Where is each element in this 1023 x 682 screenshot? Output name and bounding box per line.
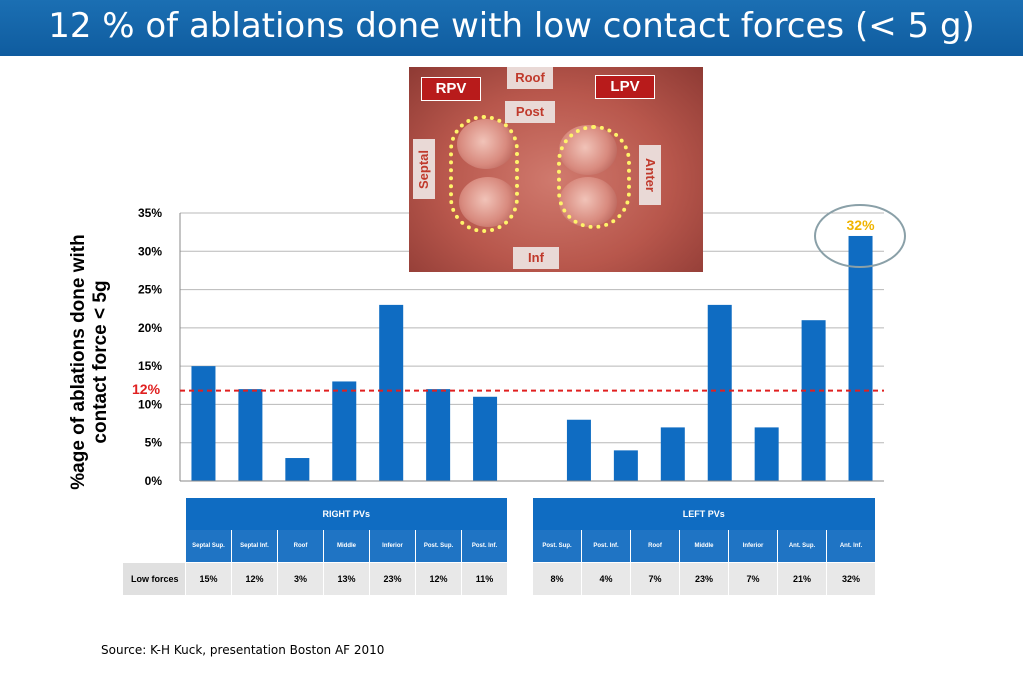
column-header: Ant. Inf. [826,530,875,563]
y-tick-label: 15% [138,359,162,373]
bar [379,304,404,481]
corner-cell [122,498,186,530]
highlight-circle [814,204,906,268]
y-tick-label: 0% [145,474,163,488]
y-tick-label: 30% [138,244,162,258]
bar [801,320,826,481]
left-atrium-image: RPV LPV Roof Post Inf Septal Anter [409,67,703,272]
source-citation: Source: K-H Kuck, presentation Boston AF… [101,643,385,657]
value-cell: 12% [415,562,462,595]
bar [285,458,310,481]
right-pvs-table: RIGHT PVs Septal Sup. Septal Inf. Roof Midd… [122,498,507,595]
bar [707,304,732,481]
column-header: Roof [630,530,680,563]
bar-series [191,235,873,481]
column-header: Post. Sup. [415,530,462,563]
page-title: 12 % of ablations done with low contact … [48,6,975,46]
y-tick-label: 5% [145,436,163,450]
highlight-value-label: 32% [847,217,876,233]
bar [473,396,498,481]
value-cell: 23% [679,562,729,595]
y-tick-label: 25% [138,283,162,297]
y-axis-label: %age of ablations done with contact forc… [68,234,111,490]
column-header: Middle [679,530,729,563]
column-header: Middle [323,530,370,563]
value-cell: 11% [461,562,507,595]
column-header: Roof [277,530,324,563]
value-cell: 4% [581,562,631,595]
value-cell: 13% [323,562,370,595]
reference-line-label: 12% [132,381,161,397]
column-header: Ant. Sup. [777,530,827,563]
column-header: Septal Inf. [231,530,278,563]
right-pvs-header: RIGHT PVs [185,498,507,530]
column-header: Inferior [728,530,778,563]
column-header: Septal Sup. [185,530,232,563]
value-cell: 12% [231,562,278,595]
left-pvs-table: LEFT PVs Post. Sup. Post. Inf. Roof Middle I… [532,498,875,595]
ablation-dots-right [449,115,519,233]
column-header: Post. Inf. [461,530,507,563]
septal-tag: Septal [413,139,435,199]
y-tick-label: 10% [138,397,162,411]
y-axis-label-wrap: %age of ablations done with contact forc… [60,230,120,490]
bar [660,427,685,481]
column-header: Inferior [369,530,416,563]
value-cell: 8% [532,562,582,595]
rpv-tag: RPV [421,77,481,101]
bar [613,450,638,481]
y-tick-label: 35% [138,206,162,220]
value-cell: 15% [185,562,232,595]
lpv-tag: LPV [595,75,655,99]
anter-tag: Anter [639,145,661,205]
bar [426,389,451,481]
value-cell: 7% [728,562,778,595]
value-cell: 7% [630,562,680,595]
bar [191,366,216,481]
row-label-low-forces: Low forces [122,562,186,595]
corner-cell-2 [122,530,186,563]
post-tag: Post [505,101,555,123]
inf-tag: Inf [513,247,559,269]
value-cell: 23% [369,562,416,595]
roof-tag: Roof [507,67,553,89]
value-cell: 3% [277,562,324,595]
column-header: Post. Inf. [581,530,631,563]
bar [566,419,591,481]
bar [848,235,873,481]
column-header: Post. Sup. [532,530,582,563]
title-bar: 12 % of ablations done with low contact … [0,0,1023,56]
ablation-dots-left [557,125,631,229]
value-cell: 32% [826,562,875,595]
bar [238,389,263,481]
bar [754,427,779,481]
y-tick-label: 20% [138,321,162,335]
bar [332,381,357,481]
value-cell: 21% [777,562,827,595]
y-tick-labels: 0% 5% 10% 15% 20% 25% 30% 35% [138,206,162,488]
left-pvs-header: LEFT PVs [532,498,875,530]
